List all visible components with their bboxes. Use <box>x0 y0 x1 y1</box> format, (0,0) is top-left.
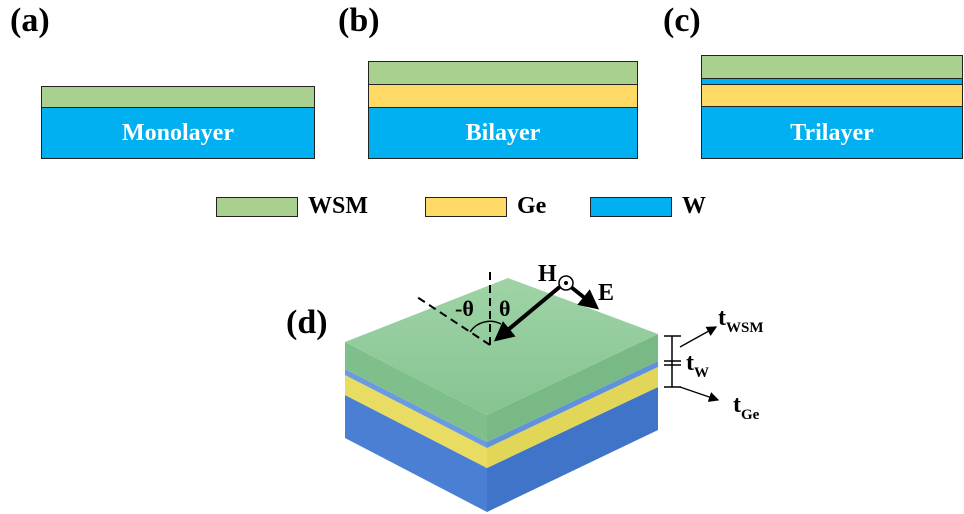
angle-pos-label: θ <box>499 296 510 321</box>
h-field-label: H <box>538 261 557 287</box>
monolayer-stack: Monolayer <box>41 86 315 159</box>
legend-swatch-w <box>590 196 672 217</box>
w-substrate-right-face <box>487 387 658 512</box>
wsm-layer-right-face <box>487 334 658 442</box>
panel-label-a: (a) <box>10 2 50 39</box>
trilayer-stack: Trilayer <box>701 55 963 159</box>
ge-layer <box>368 84 638 108</box>
monolayer-label: Monolayer <box>122 120 234 146</box>
bilayer-stack: Bilayer <box>368 61 638 159</box>
legend-swatch-ge <box>425 196 507 217</box>
leader-arrow-ge <box>679 386 720 402</box>
legend-label-ge: Ge <box>517 193 547 219</box>
panel-label-d: (d) <box>286 304 328 341</box>
angle-neg-label: -θ <box>455 296 474 321</box>
ge-layer-left-face <box>345 375 487 468</box>
leader-arrow-wsm <box>679 326 718 348</box>
legend-label-wsm: WSM <box>308 193 368 219</box>
thickness-label-w: tW <box>686 350 709 381</box>
panel-label-b: (b) <box>338 2 380 39</box>
panel-label-c: (c) <box>663 2 701 39</box>
e-field-arrow <box>569 285 600 310</box>
ge-layer-right-face <box>487 367 658 468</box>
legend-swatch-wsm <box>216 196 298 217</box>
legend-item-w: W <box>590 193 706 220</box>
w-substrate-left-face <box>345 395 487 512</box>
wsm-layer-left-face <box>345 342 487 442</box>
trilayer-label: Trilayer <box>790 120 874 146</box>
h-field-dot <box>564 281 568 285</box>
w-thin-layer-left-face <box>345 369 487 448</box>
incident-reference-line <box>416 296 491 346</box>
thickness-label-wsm: tWSM <box>718 305 764 336</box>
legend-item-wsm: WSM <box>216 193 368 220</box>
wsm-top-surface <box>345 278 658 415</box>
w-thin-layer-right-face <box>487 361 658 448</box>
w-substrate <box>41 107 315 159</box>
legend-label-w: W <box>682 193 706 219</box>
e-field-label: E <box>598 280 614 306</box>
w-substrate <box>701 106 963 159</box>
thickness-bracket-ge <box>664 365 681 388</box>
bilayer-label: Bilayer <box>465 120 541 146</box>
thickness-bracket-wsm <box>664 335 681 362</box>
legend-item-ge: Ge <box>425 193 546 220</box>
incident-wave-arrow <box>493 283 564 342</box>
thickness-label-ge: tGe <box>733 392 760 423</box>
w-substrate <box>368 107 638 159</box>
